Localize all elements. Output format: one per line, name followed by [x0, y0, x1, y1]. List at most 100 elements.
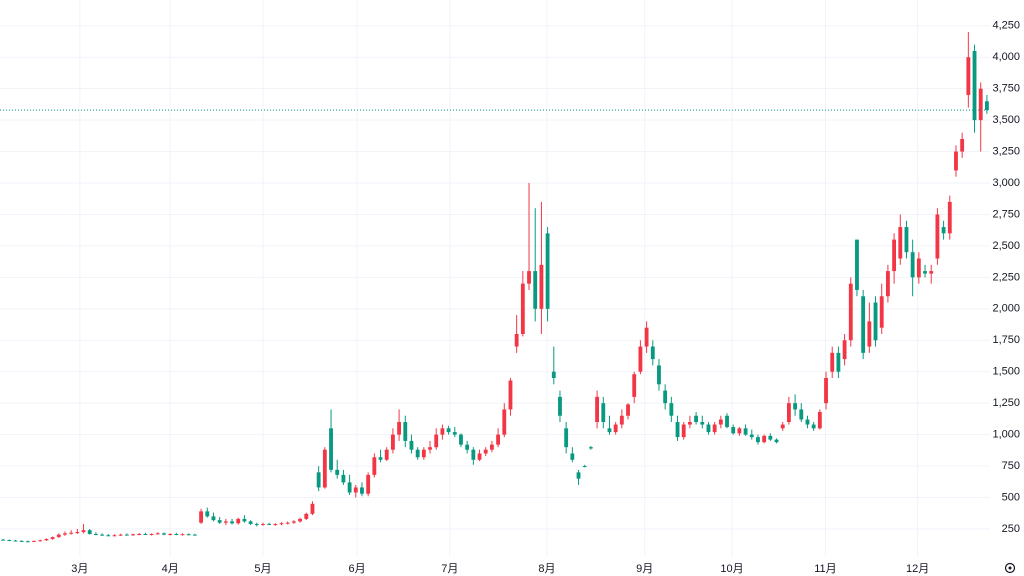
candle-body: [279, 523, 284, 525]
candle-body: [929, 271, 934, 274]
candle-body: [824, 378, 828, 404]
candle-body: [428, 447, 432, 450]
x-tick-label: 9月: [636, 563, 653, 575]
x-tick-label: 5月: [254, 563, 271, 575]
candle-body: [527, 271, 531, 284]
candle-body: [916, 258, 921, 278]
candle-body: [947, 201, 952, 234]
y-tick-label: 3,750: [992, 83, 1020, 95]
candle-body: [285, 522, 290, 524]
candle-body: [619, 415, 624, 425]
candle-body: [588, 447, 593, 449]
y-tick-label: 2,750: [992, 208, 1020, 220]
candle-body: [168, 533, 173, 535]
candle-body: [13, 540, 18, 542]
candle-body: [341, 474, 346, 483]
x-tick-label: 7月: [441, 563, 458, 575]
candle-body: [471, 449, 476, 460]
candle-body: [298, 518, 303, 522]
candle-body: [211, 516, 216, 521]
candle-body: [768, 435, 773, 440]
candle-body: [409, 440, 414, 450]
candle-body: [310, 503, 315, 514]
candle-body: [799, 409, 804, 420]
candle-body: [954, 151, 958, 171]
y-tick-label: 1,250: [992, 397, 1020, 409]
candle-body: [434, 434, 439, 448]
candle-body: [180, 534, 185, 536]
candle-body: [137, 533, 142, 535]
candle-body: [650, 346, 655, 360]
candle-body: [830, 352, 835, 372]
candle-body: [155, 533, 160, 535]
x-tick-label: 3月: [71, 563, 88, 575]
x-tick-label: 4月: [162, 563, 179, 575]
candle-body: [873, 302, 878, 341]
candle-body: [520, 283, 525, 334]
candle-body: [892, 239, 897, 272]
candle-body: [780, 424, 785, 429]
y-tick-label: 2,250: [992, 271, 1020, 283]
settings-icon-ring[interactable]: [1004, 562, 1016, 574]
x-tick-label: 8月: [538, 563, 555, 575]
candle-body: [972, 50, 977, 121]
candle-body: [848, 283, 853, 341]
candle-body: [459, 434, 463, 445]
candle-body: [50, 537, 55, 540]
candle-body: [786, 403, 791, 423]
y-tick-label: 500: [1002, 491, 1020, 503]
candle-body: [576, 472, 581, 479]
candle-body: [267, 523, 272, 525]
candle-body: [131, 534, 135, 536]
candle-body: [718, 419, 723, 425]
candle-body: [230, 521, 234, 524]
candle-body: [626, 404, 630, 416]
candle-body: [539, 264, 544, 309]
candle-body: [675, 422, 680, 438]
settings-icon-dot[interactable]: [1008, 566, 1012, 570]
candle-body: [885, 271, 890, 297]
candle-body: [595, 396, 600, 423]
candle-body: [725, 415, 729, 428]
candle-body: [737, 428, 742, 434]
y-tick-label: 1,500: [992, 366, 1020, 378]
candle-body: [657, 365, 661, 385]
candle-body: [217, 520, 222, 523]
candle-body: [149, 533, 154, 535]
x-tick-label: 10月: [720, 563, 743, 575]
candle-body: [879, 296, 884, 328]
plot: [0, 32, 990, 543]
candle-body: [533, 271, 538, 309]
y-tick-label: 1,750: [992, 334, 1020, 346]
y-tick-label: 3,250: [992, 145, 1020, 157]
candle-body: [842, 340, 847, 360]
y-tick-label: 250: [1002, 523, 1020, 535]
x-tick-label: 12月: [906, 563, 929, 575]
candle-body: [25, 541, 30, 543]
candle-body: [867, 321, 872, 347]
y-tick-label: 4,250: [992, 20, 1020, 32]
candle-body: [397, 422, 402, 435]
candle-body: [489, 444, 494, 450]
settings-icon[interactable]: [1004, 562, 1016, 574]
candle-body: [316, 472, 321, 488]
x-tick-label: 11月: [814, 563, 836, 575]
candle-body: [687, 422, 692, 425]
candle-body: [378, 457, 383, 460]
candle-body: [564, 428, 569, 448]
grid: [0, 0, 990, 556]
candle-body: [56, 534, 61, 538]
x-tick-label: 6月: [348, 563, 365, 575]
candle-body: [446, 428, 451, 433]
candle-body: [106, 535, 111, 537]
candle-body: [663, 390, 668, 404]
candle-body: [261, 523, 265, 525]
candle-body: [601, 403, 606, 423]
candle-body: [774, 439, 779, 443]
candle-body: [700, 422, 705, 425]
candle-body: [390, 434, 395, 450]
candle-body: [551, 371, 556, 379]
candle-body: [81, 530, 86, 533]
candle-body: [329, 428, 333, 470]
